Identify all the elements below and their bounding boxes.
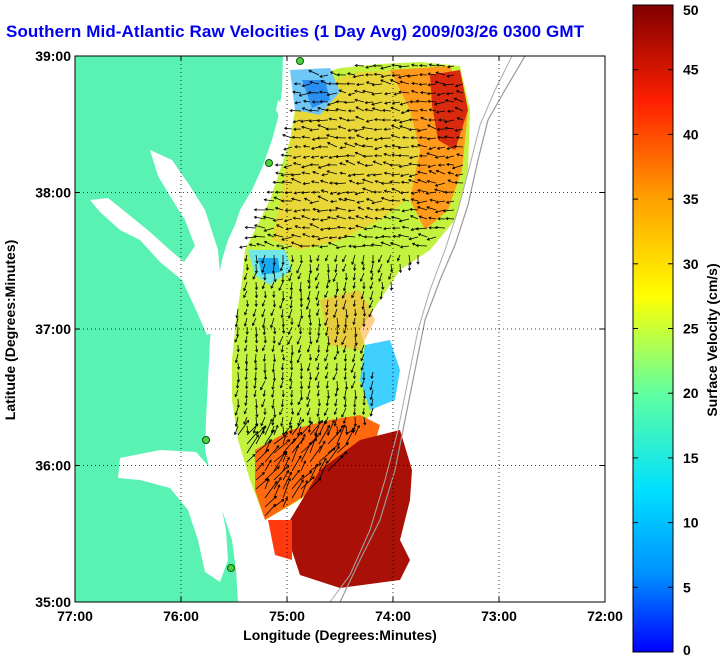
chesapeake-bay <box>90 150 222 335</box>
colorbar-label: Surface Velocity (cm/s) <box>704 263 720 416</box>
colorbar-overlap <box>606 16 632 46</box>
station-marker <box>265 159 273 167</box>
x-tick-label: 75:00 <box>269 608 305 624</box>
colorbar-tick-label: 0 <box>683 642 691 658</box>
y-tick-label: 37:00 <box>35 321 71 337</box>
pamlico-sound <box>118 450 228 582</box>
delaware-bay <box>276 100 296 134</box>
x-tick-label: 72:00 <box>587 608 623 624</box>
y-tick-label: 38:00 <box>35 185 71 201</box>
bathymetry-contour <box>339 56 526 602</box>
colorbar-tick-label: 40 <box>683 126 699 142</box>
colorbar-tick-label: 10 <box>683 515 699 531</box>
colorbar-tick-label: 25 <box>683 321 699 337</box>
radar-stations <box>202 57 304 572</box>
colorbar <box>632 4 674 653</box>
colorbar-tick-label: 50 <box>683 2 699 18</box>
station-marker <box>202 436 210 444</box>
colorbar-tick-label: 35 <box>683 191 699 207</box>
x-axis: 77:00 76:00 75:00 74:00 73:00 72:00 <box>57 56 623 624</box>
grid-lines <box>75 56 605 602</box>
y-tick-label: 35:00 <box>35 594 71 610</box>
velocity-vectors <box>233 63 464 517</box>
y-tick-label: 36:00 <box>35 458 71 474</box>
colorbar-tick-label: 30 <box>683 256 699 272</box>
x-axis-label: Longitude (Degrees:Minutes) <box>243 627 437 643</box>
y-axis-label: Latitude (Degrees:Minutes) <box>2 240 18 420</box>
station-marker <box>296 57 304 65</box>
x-tick-label: 73:00 <box>481 608 517 624</box>
colorbar-tick-label: 5 <box>683 579 691 595</box>
x-tick-label: 76:00 <box>163 608 199 624</box>
y-tick-label: 39:00 <box>35 48 71 64</box>
y-axis: 35:00 36:00 37:00 38:00 39:00 <box>35 48 605 610</box>
colorbar-tick-label: 20 <box>683 385 699 401</box>
colorbar-tick-label: 15 <box>683 450 699 466</box>
colorbar-tick-label: 45 <box>683 62 699 78</box>
x-tick-label: 74:00 <box>375 608 411 624</box>
colorbar-axis: 0 5 10 15 20 25 30 35 40 45 50 <box>633 2 699 658</box>
chart-title: Southern Mid-Atlantic Raw Velocities (1 … <box>6 22 585 41</box>
x-tick-label: 77:00 <box>57 608 93 624</box>
station-marker <box>227 564 235 572</box>
